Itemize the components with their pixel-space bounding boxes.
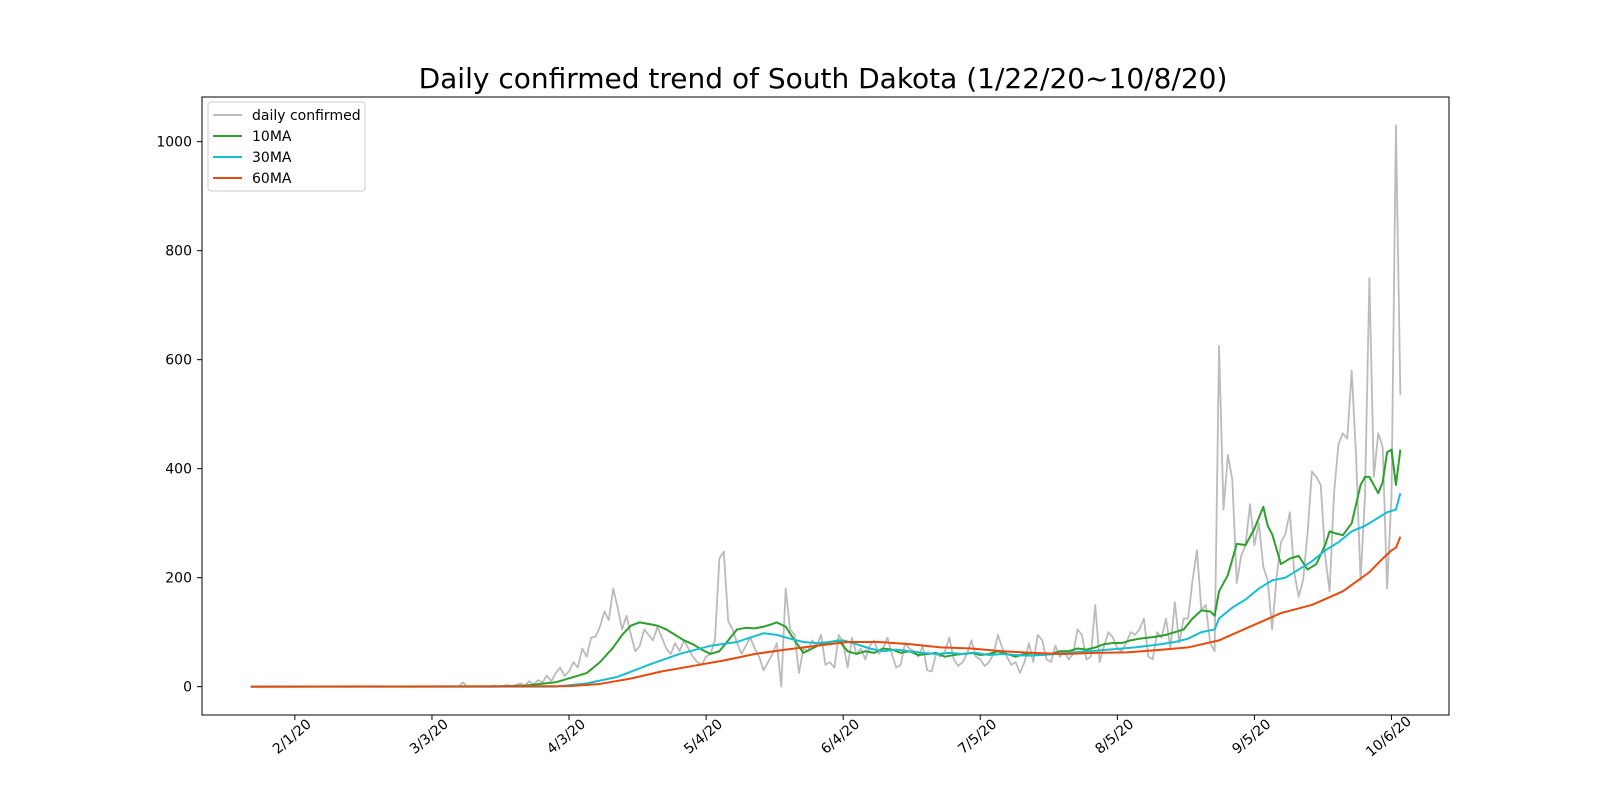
y-tick-label: 0 bbox=[183, 680, 192, 696]
x-tick-label: 10/6/20 bbox=[1363, 713, 1415, 760]
x-tick-label: 4/3/20 bbox=[544, 716, 589, 757]
legend-label: 30MA bbox=[252, 150, 292, 166]
x-axis: 2/1/20 3/3/20 4/3/20 5/4/20 6/4/20 7/5/20 8/5/… bbox=[270, 713, 1415, 760]
y-tick-label: 400 bbox=[165, 462, 192, 478]
chart-title: Daily confirmed trend of South Dakota (1… bbox=[419, 62, 1228, 95]
series-line-daily-confirmed bbox=[250, 124, 1402, 688]
y-tick-label: 800 bbox=[165, 244, 192, 260]
legend-label: daily confirmed bbox=[252, 108, 361, 124]
y-tick-label: 1000 bbox=[156, 135, 192, 151]
plot-area-frame bbox=[201, 96, 1450, 716]
x-tick-label: 3/3/20 bbox=[407, 716, 452, 757]
legend-label: 10MA bbox=[252, 129, 292, 145]
y-axis: 0 200 400 600 800 1000 bbox=[156, 135, 202, 696]
x-tick-label: 6/4/20 bbox=[818, 716, 863, 757]
legend-label: 60MA bbox=[252, 171, 292, 187]
legend-box bbox=[207, 101, 366, 192]
series-line-10ma bbox=[250, 448, 1402, 688]
x-tick-label: 2/1/20 bbox=[270, 716, 315, 757]
y-tick-label: 200 bbox=[165, 571, 192, 587]
series-line-30ma bbox=[250, 492, 1402, 688]
series-line-60ma bbox=[250, 536, 1402, 688]
y-tick-label: 600 bbox=[165, 353, 192, 369]
x-tick-label: 9/5/20 bbox=[1229, 716, 1274, 757]
x-tick-label: 5/4/20 bbox=[681, 716, 726, 757]
x-tick-label: 7/5/20 bbox=[955, 716, 1000, 757]
series-layer bbox=[250, 124, 1402, 688]
legend: daily confirmed 10MA 30MA 60MA bbox=[207, 101, 366, 192]
x-tick-label: 8/5/20 bbox=[1092, 716, 1137, 757]
